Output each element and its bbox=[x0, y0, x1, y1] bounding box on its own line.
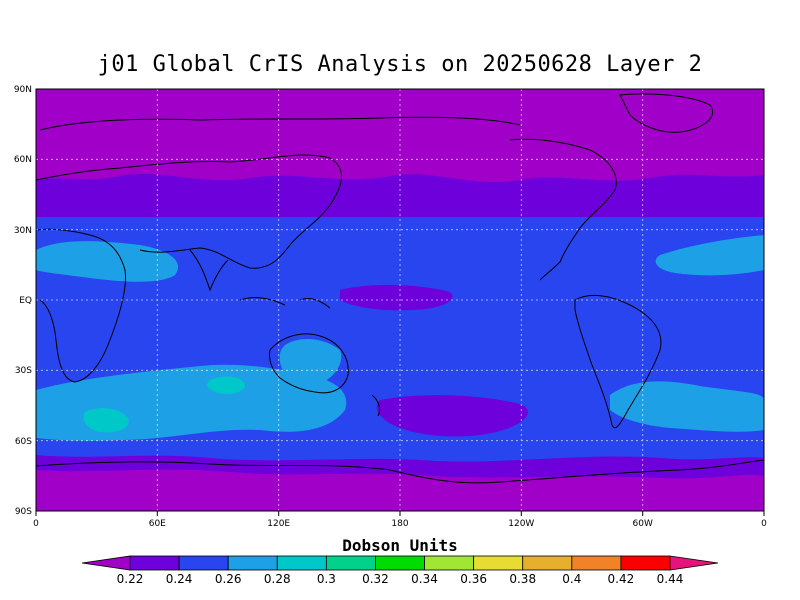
field-tropic-purple-2 bbox=[376, 395, 528, 437]
colorbar-label: 0.4 bbox=[562, 572, 582, 586]
map-title: j01 Global CrIS Analysis on 20250628 Lay… bbox=[97, 52, 703, 77]
coast-india bbox=[189, 249, 229, 292]
colorbar-swatch bbox=[620, 555, 671, 571]
coast-indonesia bbox=[239, 297, 331, 309]
colorbar-swatch bbox=[178, 555, 229, 571]
coast-australia bbox=[269, 333, 349, 394]
field-australia-patch bbox=[279, 338, 342, 386]
field-tropic-belt-1 bbox=[36, 241, 179, 282]
lat-label-90s: 90S bbox=[15, 507, 32, 517]
colorbar bbox=[81, 555, 719, 571]
coast-eurasia bbox=[36, 154, 342, 269]
colorbar-label: 0.28 bbox=[263, 572, 291, 586]
lat-label-60n: 60N bbox=[14, 155, 32, 165]
coastlines bbox=[36, 93, 764, 484]
colorbar-swatch bbox=[325, 555, 376, 571]
field-south-cyan-2 bbox=[207, 376, 246, 394]
colorbar-swatch bbox=[227, 555, 278, 571]
field-south-america-belt bbox=[610, 381, 764, 432]
colorbar-swatch bbox=[522, 555, 573, 571]
colorbar-label: 0.44 bbox=[656, 572, 684, 586]
lat-axis: 90N 60N 30N EQ 30S 60S 90S bbox=[14, 85, 32, 517]
colorbar-label: 0.26 bbox=[214, 572, 242, 586]
lat-label-eq: EQ bbox=[19, 296, 32, 306]
colorbar-label: 0.36 bbox=[460, 572, 487, 586]
colorbar-label: 0.32 bbox=[362, 572, 389, 586]
grid-lines bbox=[36, 89, 764, 511]
colorbar-arrow-low bbox=[81, 555, 131, 571]
colorbar-swatch bbox=[276, 555, 327, 571]
colorbar-swatch bbox=[571, 555, 622, 571]
lon-label-60w: 60W bbox=[633, 519, 653, 529]
lat-label-90n: 90N bbox=[14, 85, 32, 95]
field-south-cyan bbox=[83, 408, 129, 433]
colorbar-label: 0.42 bbox=[607, 572, 635, 586]
coast-newzealand bbox=[371, 394, 381, 417]
coast-antarctica bbox=[36, 459, 764, 484]
lon-axis: 0 60E 120E 180 120W 60W 0 bbox=[33, 519, 767, 529]
tick-marks bbox=[35, 511, 765, 516]
lon-label-180: 180 bbox=[391, 519, 408, 529]
coast-africa bbox=[36, 228, 127, 383]
colorbar-swatch bbox=[129, 555, 180, 571]
colorbar-swatch bbox=[473, 555, 524, 571]
lat-label-30s: 30S bbox=[15, 366, 32, 376]
colorbar-title: Dobson Units bbox=[342, 536, 458, 555]
colorbar-label: 0.3 bbox=[316, 572, 336, 586]
coast-greenland bbox=[619, 93, 713, 133]
lon-label-0-right: 0 bbox=[761, 519, 767, 529]
colorbar-label: 0.34 bbox=[411, 572, 438, 586]
lon-label-0-left: 0 bbox=[33, 519, 39, 529]
lat-label-30n: 30N bbox=[14, 226, 32, 236]
colorbar-label: 0.24 bbox=[165, 572, 193, 586]
colorbar-swatch bbox=[424, 555, 475, 571]
lon-label-120w: 120W bbox=[508, 519, 534, 529]
coast-arctic bbox=[39, 116, 521, 131]
lon-label-60e: 60E bbox=[149, 519, 166, 529]
colorbar-label: 0.22 bbox=[116, 572, 144, 586]
colorbar-swatch bbox=[375, 555, 425, 571]
lon-label-120e: 120E bbox=[267, 519, 290, 529]
colorbar-arrow-high bbox=[669, 555, 719, 571]
field-tropic-belt-2 bbox=[655, 235, 764, 276]
coast-south-america bbox=[574, 294, 662, 429]
lat-label-60s: 60S bbox=[15, 437, 32, 447]
field-tropic-purple-1 bbox=[340, 284, 453, 311]
coast-north-america bbox=[509, 138, 617, 281]
colorbar-label: 0.38 bbox=[509, 572, 537, 586]
